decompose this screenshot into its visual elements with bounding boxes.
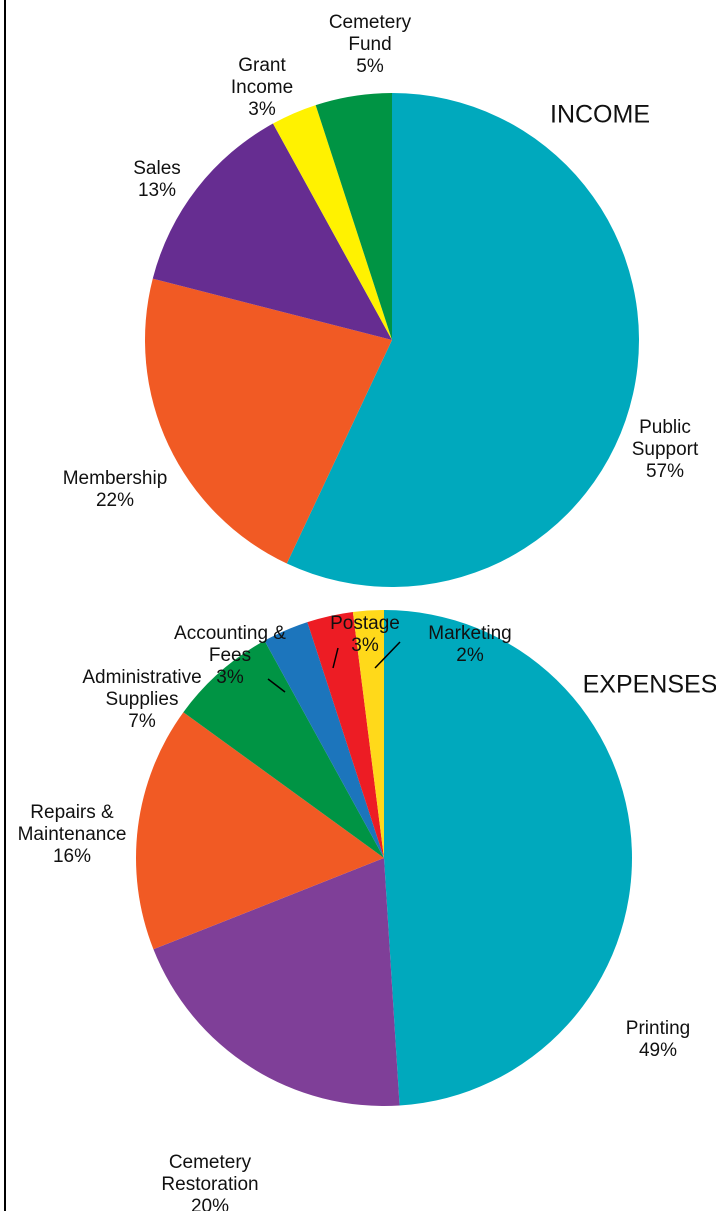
pie-slice bbox=[352, 610, 384, 858]
slice-label: Printing 49% bbox=[626, 1018, 690, 1062]
value-label: 13% bbox=[137, 180, 177, 201]
category-label: Cemetery Restoration bbox=[161, 1152, 259, 1195]
pie-slice bbox=[136, 712, 384, 950]
pie-slice bbox=[153, 858, 400, 1106]
category-label: Accounting & Fees bbox=[174, 623, 286, 666]
category-label: Marketing bbox=[428, 623, 512, 644]
value-label: 2% bbox=[456, 645, 484, 666]
category-label: Cemetery Fund bbox=[328, 12, 412, 55]
category-label: Sales bbox=[133, 158, 181, 179]
pie-slice bbox=[264, 622, 384, 858]
slice-label: Grant Income 3% bbox=[231, 55, 293, 121]
value-label: 3% bbox=[351, 635, 379, 656]
value-label: 22% bbox=[95, 490, 135, 511]
value-label: 3% bbox=[216, 667, 244, 688]
slice-label: Administrative Supplies 7% bbox=[82, 667, 201, 733]
slice-label: Accounting & Fees 3% bbox=[174, 623, 286, 689]
value-label: 5% bbox=[356, 56, 384, 77]
value-label: 7% bbox=[128, 711, 156, 732]
chart-title: EXPENSES bbox=[582, 670, 716, 699]
category-label: Repairs & Maintenance bbox=[17, 802, 127, 845]
category-label: Administrative Supplies bbox=[82, 667, 202, 710]
pie-slice bbox=[145, 278, 392, 564]
slice-label: Sales 13% bbox=[133, 158, 181, 202]
pie-slice bbox=[384, 610, 632, 1106]
slice-label: Membership 22% bbox=[63, 468, 168, 512]
value-label: 3% bbox=[248, 99, 276, 120]
category-label: Printing bbox=[625, 1018, 691, 1039]
leader-line bbox=[267, 678, 286, 693]
slice-label: Postage 3% bbox=[330, 613, 400, 657]
slice-label: Public Support 57% bbox=[632, 417, 699, 483]
slice-label: Cemetery Fund 5% bbox=[329, 12, 411, 78]
value-label: 57% bbox=[645, 461, 685, 482]
chart-title: INCOME bbox=[550, 100, 650, 129]
pie-slice bbox=[286, 93, 640, 587]
category-label: Membership bbox=[62, 468, 168, 489]
leader-line bbox=[332, 647, 339, 669]
slice-label: Repairs & Maintenance 16% bbox=[18, 802, 127, 868]
slice-label: Cemetery Restoration 20% bbox=[161, 1152, 258, 1211]
slice-label: Marketing 2% bbox=[428, 623, 511, 667]
category-label: Grant Income bbox=[230, 55, 294, 98]
category-label: Public Support bbox=[631, 417, 699, 460]
pie-slice bbox=[315, 93, 392, 340]
leader-line bbox=[374, 641, 401, 669]
pie-slice bbox=[152, 123, 392, 341]
category-label: Postage bbox=[330, 613, 400, 634]
value-label: 49% bbox=[638, 1040, 678, 1061]
pie-slice bbox=[273, 105, 392, 340]
value-label: 20% bbox=[190, 1196, 230, 1211]
value-label: 16% bbox=[52, 846, 92, 867]
pie-slice bbox=[183, 640, 384, 858]
pie-slice bbox=[307, 611, 384, 858]
